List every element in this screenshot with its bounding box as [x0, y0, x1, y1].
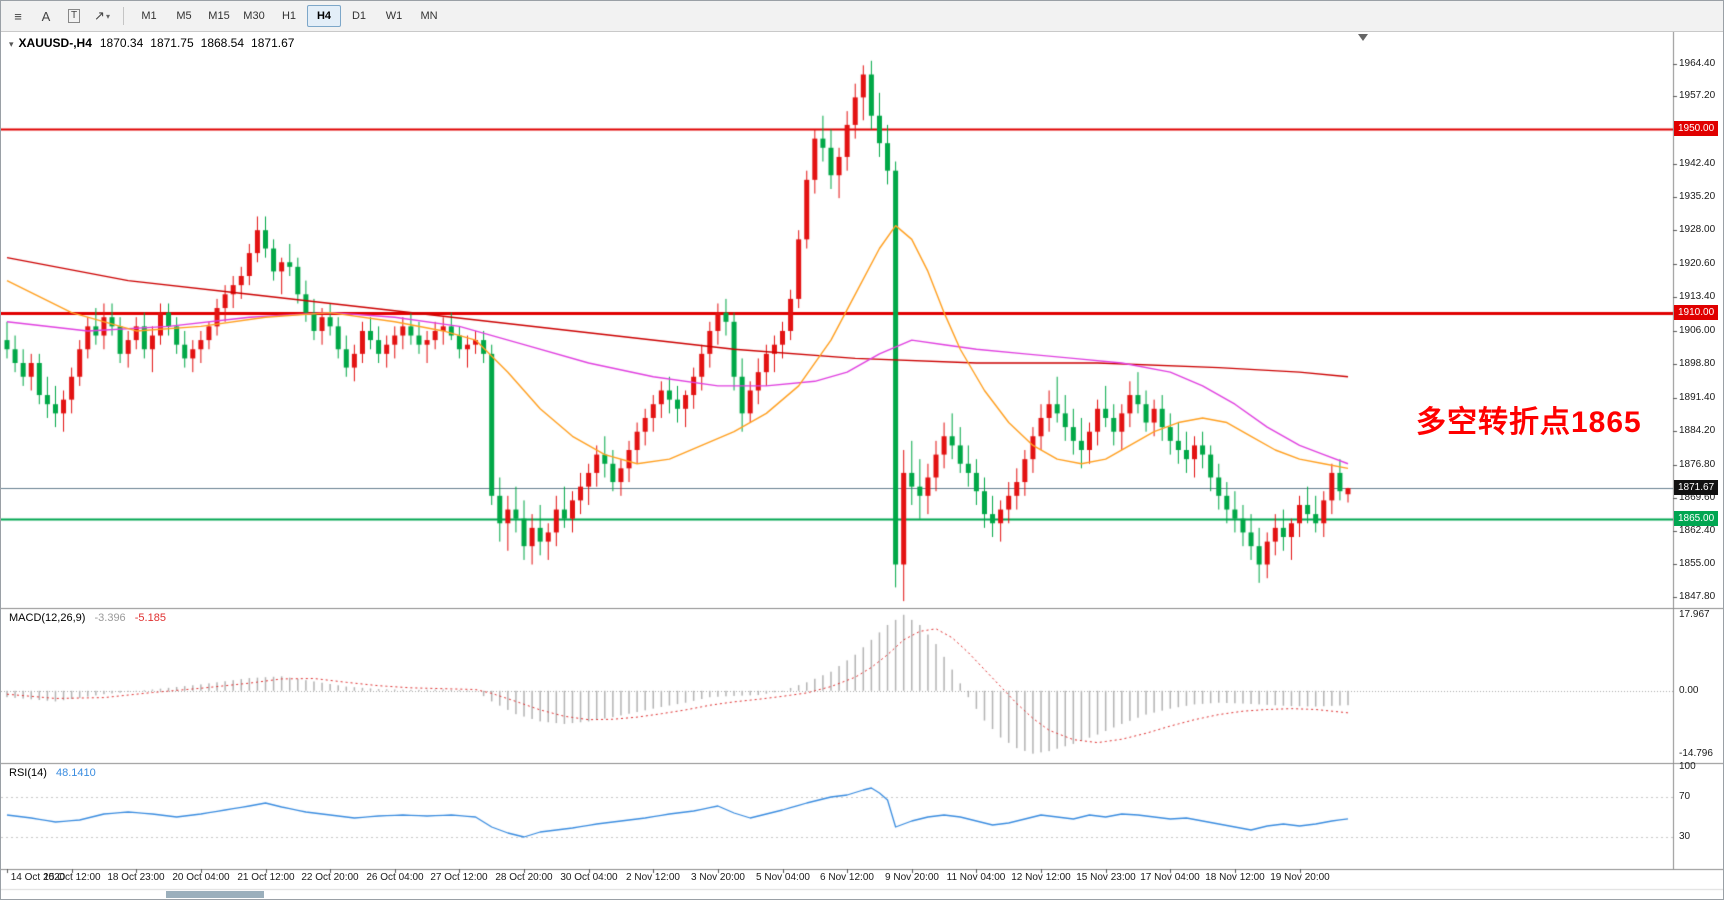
chart-window-icon[interactable]: ≡ — [14, 8, 22, 24]
timeframe-button-h4[interactable]: H4 — [307, 5, 341, 27]
macd-name: MACD(12,26,9) — [9, 612, 86, 624]
macd-signal-value: -5.185 — [134, 612, 166, 624]
timeframe-button-h1[interactable]: H1 — [281, 10, 297, 22]
price-axis-label: 1913.40 — [1679, 291, 1716, 302]
time-axis-label: 2 Nov 12:00 — [626, 872, 680, 883]
time-axis-label: 3 Nov 20:00 — [691, 872, 745, 883]
timeframe-button-w1[interactable]: W1 — [385, 10, 403, 22]
top-toolbar: ≡ A T ↗ ▾ M1 M5 M15 M30 H1 H4 D1 W1 MN — [1, 1, 1723, 32]
level-price-badge: 1950.00 — [1674, 121, 1719, 136]
toolbar-separator — [123, 7, 124, 25]
price-axis-label: 1935.20 — [1679, 191, 1716, 202]
timeframe-button-d1[interactable]: D1 — [351, 10, 367, 22]
rsi-indicator-label: RSI(14) 48.1410 — [9, 767, 96, 779]
price-axis[interactable] — [1673, 31, 1723, 869]
time-axis-label: 15 Oct 12:00 — [43, 872, 101, 883]
macd-axis-zero-label: 0.00 — [1679, 685, 1699, 696]
price-axis-label: 1884.20 — [1679, 425, 1716, 436]
chart-annotation-text: 多空转折点1865 — [1416, 406, 1642, 439]
text-tool-icon: T — [67, 9, 81, 23]
text-tool-button[interactable]: T — [61, 4, 87, 28]
time-axis-label: 22 Oct 20:00 — [301, 872, 359, 883]
price-axis-label: 1928.00 — [1679, 224, 1716, 235]
price-axis-label: 1855.00 — [1679, 558, 1716, 569]
timeframe-button-m30[interactable]: M30 — [243, 10, 265, 22]
level-price-badge: 1865.00 — [1674, 511, 1719, 526]
time-axis-label: 14 Oct 2020 — [10, 872, 66, 883]
chart-ohlc-title: ▾ XAUUSD-,H4 1870.34 1871.75 1868.54 1871.67 — [9, 36, 301, 50]
price-axis-label: 1891.40 — [1679, 392, 1716, 403]
cursor-tool-button[interactable]: A — [41, 8, 51, 24]
rsi-axis-label: 70 — [1679, 791, 1691, 802]
rsi-name: RSI(14) — [9, 767, 47, 779]
time-axis-label: 30 Oct 04:00 — [560, 872, 618, 883]
time-axis-label: 20 Oct 04:00 — [172, 872, 230, 883]
time-axis-label: 18 Nov 12:00 — [1205, 872, 1265, 883]
chart-shift-marker[interactable] — [1358, 34, 1368, 41]
one-click-trading-arrow[interactable]: ▾ — [9, 39, 14, 49]
draw-tool-button[interactable]: ↗ ▾ — [89, 4, 115, 28]
time-axis-label: 15 Nov 23:00 — [1076, 872, 1136, 883]
level-price-badge: 1910.00 — [1674, 305, 1719, 320]
current-price-badge: 1871.67 — [1674, 480, 1719, 495]
h-scrollbar-thumb[interactable] — [166, 891, 264, 898]
time-axis-label: 6 Nov 12:00 — [820, 872, 874, 883]
time-axis-label: 17 Nov 04:00 — [1140, 872, 1200, 883]
time-axis-label: 5 Nov 04:00 — [756, 872, 810, 883]
rsi-axis-label: 30 — [1679, 831, 1691, 842]
open-value: 1870.34 — [99, 36, 144, 50]
macd-indicator-label: MACD(12,26,9) -3.396 -5.185 — [9, 612, 166, 624]
symbol-label: XAUUSD-,H4 — [18, 36, 92, 50]
price-axis-label: 1876.80 — [1679, 459, 1716, 470]
draw-tool-icon: ↗ — [94, 8, 105, 23]
price-axis-label: 1898.80 — [1679, 358, 1716, 369]
time-axis-label: 27 Oct 12:00 — [430, 872, 488, 883]
timeframe-button-mn[interactable]: MN — [420, 10, 438, 22]
price-axis-label: 1862.40 — [1679, 525, 1716, 536]
close-value: 1871.67 — [251, 36, 295, 50]
price-axis-label: 1847.80 — [1679, 591, 1716, 602]
price-axis-label: 1957.20 — [1679, 90, 1716, 101]
price-axis-label: 1869.60 — [1679, 492, 1716, 503]
time-axis-label: 18 Oct 23:00 — [107, 872, 165, 883]
time-axis-label: 21 Oct 12:00 — [237, 872, 295, 883]
timeframe-button-m5[interactable]: M5 — [176, 10, 192, 22]
price-axis-label: 1920.60 — [1679, 258, 1716, 269]
time-axis-label: 11 Nov 04:00 — [946, 872, 1006, 883]
time-axis-label: 26 Oct 04:00 — [366, 872, 424, 883]
macd-axis-min-label: -14.796 — [1679, 748, 1713, 759]
high-value: 1871.75 — [150, 36, 194, 50]
time-axis-label: 9 Nov 20:00 — [885, 872, 939, 883]
price-axis-label: 1906.00 — [1679, 325, 1716, 336]
price-axis-label: 1964.40 — [1679, 58, 1716, 69]
time-axis-label: 19 Nov 20:00 — [1270, 872, 1330, 883]
low-value: 1868.54 — [200, 36, 245, 50]
time-axis-label: 28 Oct 20:00 — [495, 872, 553, 883]
macd-value: -3.396 — [94, 612, 126, 624]
timeframe-button-m15[interactable]: M15 — [208, 10, 230, 22]
time-axis-label: 12 Nov 12:00 — [1011, 872, 1071, 883]
price-axis-label: 1942.40 — [1679, 158, 1716, 169]
macd-axis-max-label: 17.967 — [1679, 609, 1710, 620]
rsi-value: 48.1410 — [55, 767, 96, 779]
chevron-down-icon: ▾ — [105, 11, 110, 21]
timeframe-button-group: M1 M5 M15 M30 H1 H4 D1 W1 MN — [132, 5, 446, 27]
timeframe-button-m1[interactable]: M1 — [141, 10, 157, 22]
rsi-axis-label: 100 — [1679, 761, 1696, 772]
